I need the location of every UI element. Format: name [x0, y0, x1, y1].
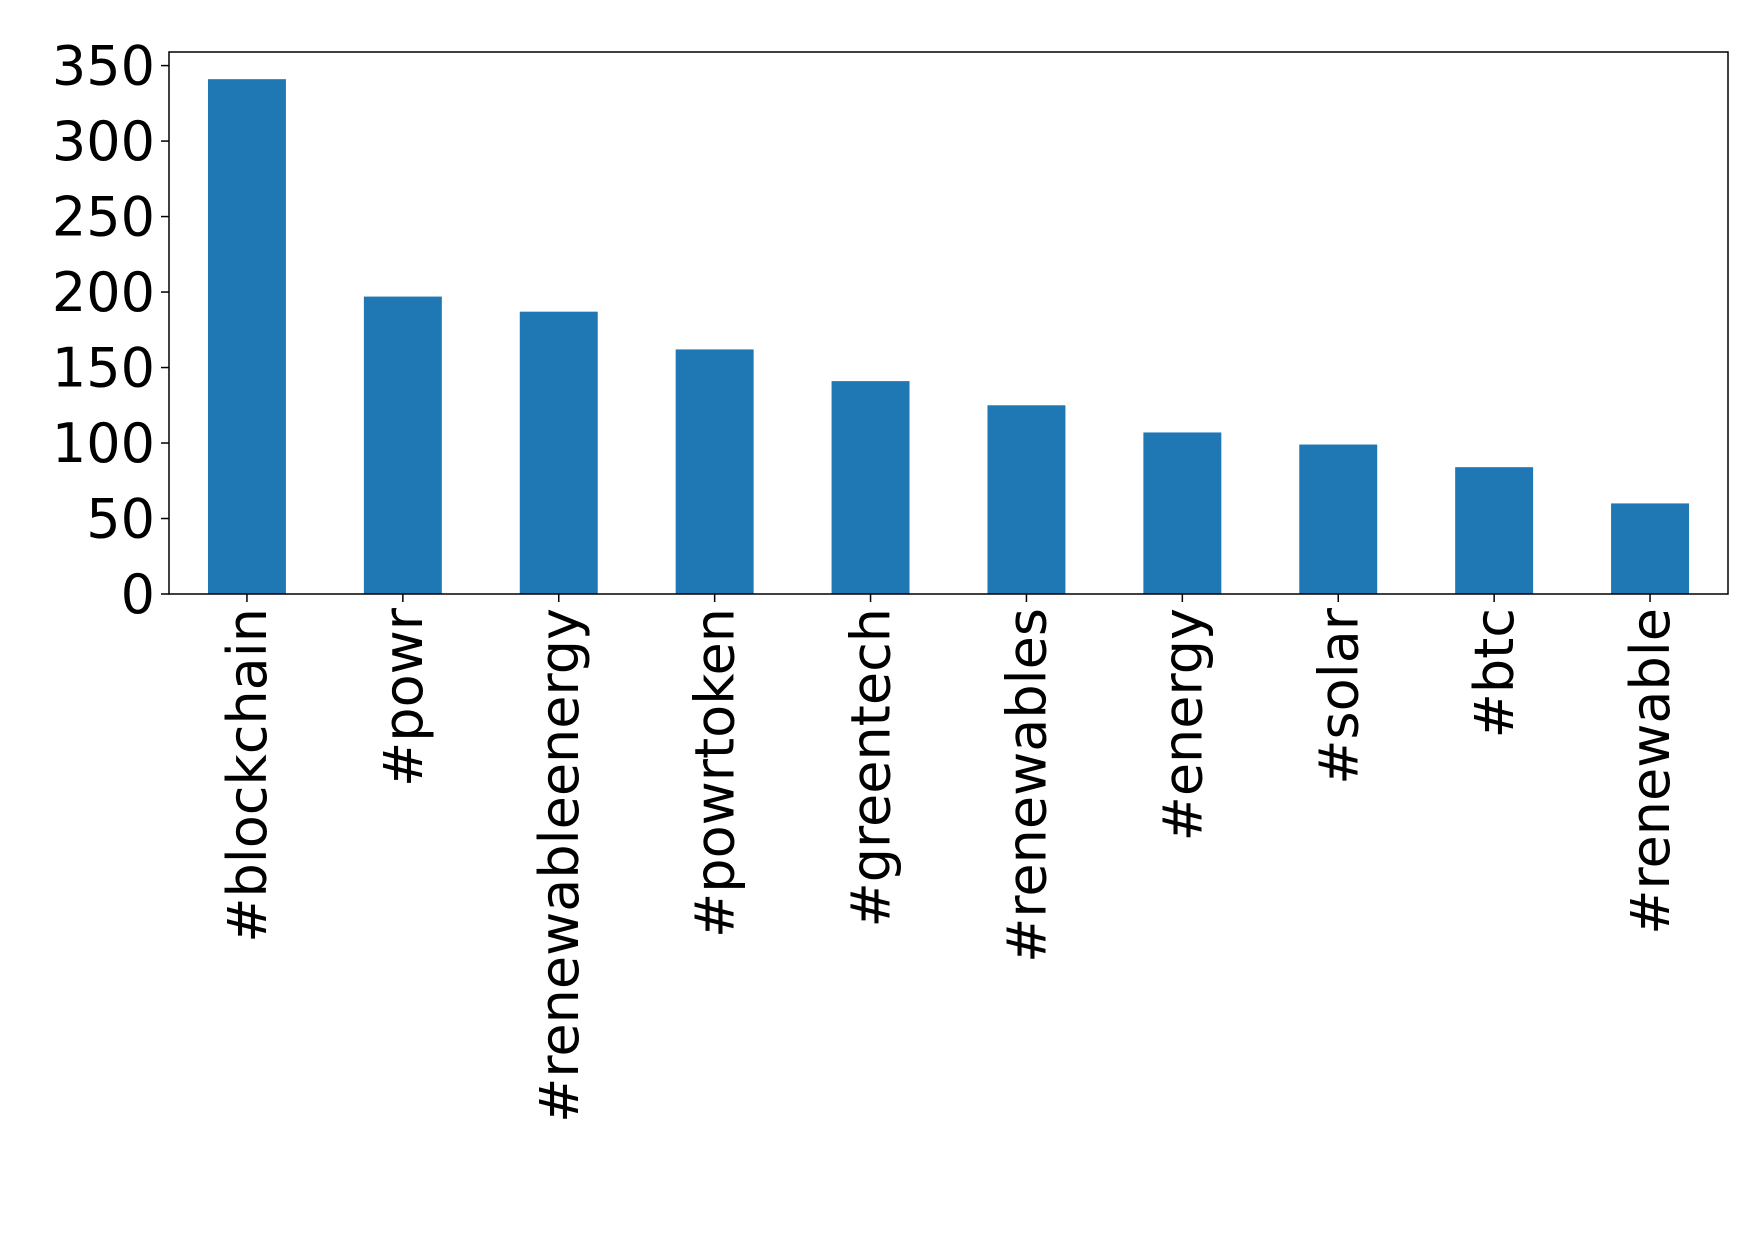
- bar: [1299, 444, 1378, 594]
- y-tick-label: 50: [86, 488, 155, 551]
- x-tick-label: #powrtoken: [684, 608, 747, 938]
- bar: [675, 349, 754, 594]
- x-tick-label: #renewable: [1619, 608, 1682, 935]
- plot-frame: [168, 51, 1729, 595]
- x-tick-label: #greentech: [840, 608, 903, 928]
- y-tick-label: 0: [121, 563, 155, 626]
- bar: [363, 296, 442, 594]
- x-tick-label: #solar: [1307, 607, 1370, 785]
- x-tick-label: #blockchain: [216, 608, 279, 943]
- y-tick-label: 100: [52, 412, 155, 475]
- bar: [207, 79, 286, 595]
- y-tick-label: 200: [52, 261, 155, 324]
- bar: [519, 311, 598, 594]
- y-tick-label: 300: [52, 110, 155, 173]
- bar: [1455, 467, 1534, 594]
- bar: [831, 381, 910, 594]
- bar: [1611, 503, 1690, 594]
- y-tick-label: 150: [52, 337, 155, 400]
- bar: [1143, 432, 1222, 594]
- y-tick-label: 350: [52, 35, 155, 98]
- x-tick-label: #powr: [372, 607, 435, 787]
- y-tick-label: 250: [52, 186, 155, 249]
- x-tick-label: #btc: [1463, 608, 1526, 738]
- bar: [987, 405, 1066, 594]
- x-tick-label: #renewableenergy: [528, 608, 591, 1123]
- x-tick-label: #renewables: [995, 608, 1058, 963]
- x-tick-label: #energy: [1151, 608, 1214, 841]
